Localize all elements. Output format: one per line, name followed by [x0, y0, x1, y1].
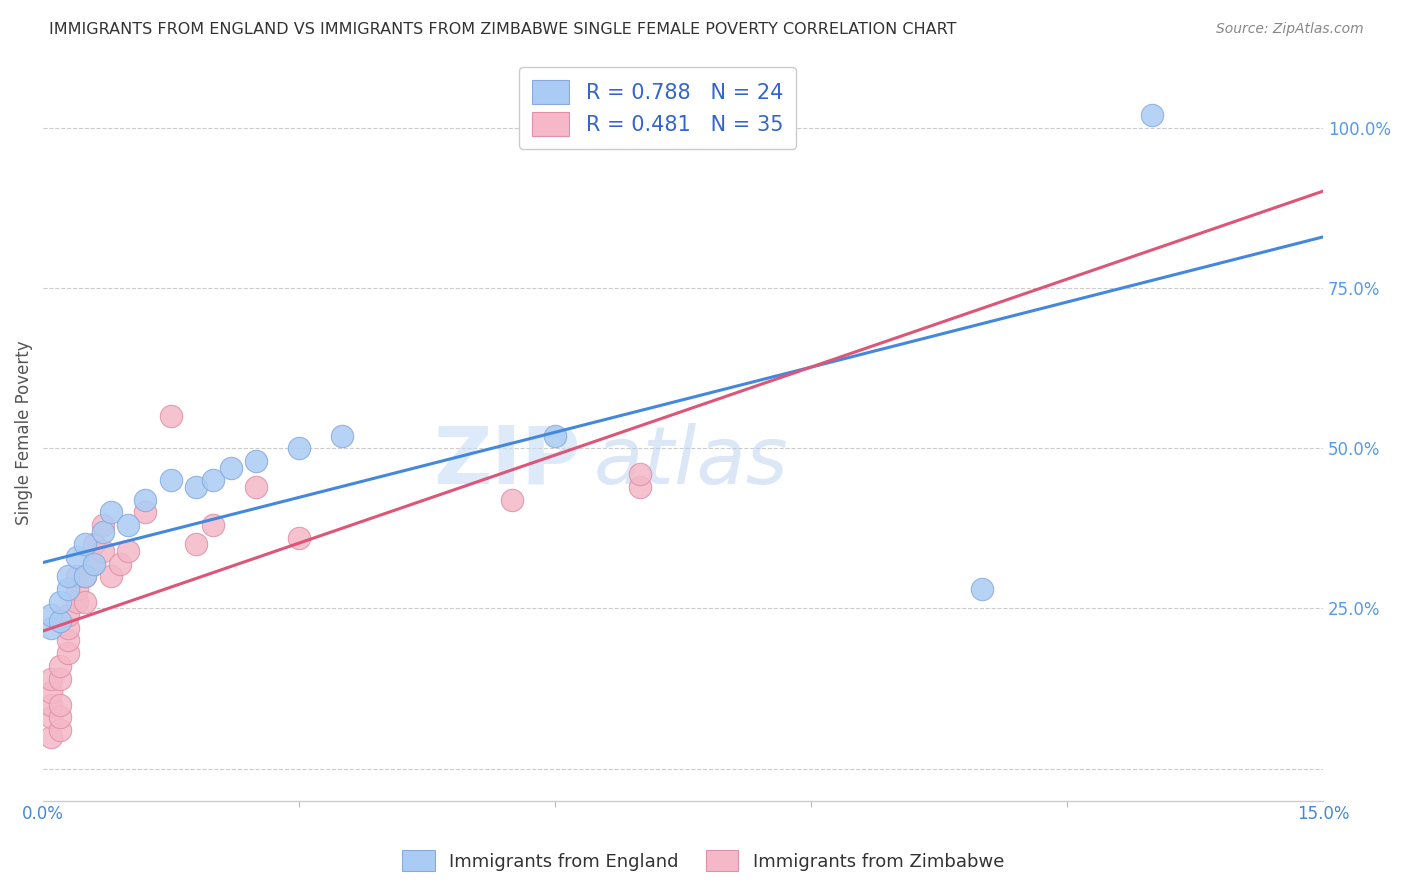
Point [39, 672, 62, 686]
Point [49, 672, 72, 686]
Point [58, 633, 80, 648]
Point [66, 569, 89, 583]
Legend: R = 0.788   N = 24, R = 0.481   N = 35: R = 0.788 N = 24, R = 0.481 N = 35 [519, 67, 796, 149]
Point [117, 518, 139, 533]
Point [91, 544, 114, 558]
Point [159, 474, 181, 488]
Point [186, 480, 208, 494]
Point [75, 595, 97, 609]
Point [58, 569, 80, 583]
Point [58, 582, 80, 597]
Point [83, 557, 105, 571]
Point [39, 730, 62, 744]
Point [117, 544, 139, 558]
Point [202, 518, 225, 533]
Point [91, 524, 114, 539]
Point [58, 646, 80, 660]
Text: Source: ZipAtlas.com: Source: ZipAtlas.com [1216, 22, 1364, 37]
Point [1142, 108, 1164, 122]
Point [83, 557, 105, 571]
Point [544, 428, 567, 442]
Y-axis label: Single Female Poverty: Single Female Poverty [15, 340, 32, 524]
Point [58, 621, 80, 635]
Point [245, 480, 267, 494]
Point [628, 480, 651, 494]
Point [159, 409, 181, 424]
Point [108, 557, 131, 571]
Point [91, 518, 114, 533]
Point [49, 659, 72, 673]
Point [75, 569, 97, 583]
Point [49, 710, 72, 724]
Point [49, 615, 72, 629]
Point [39, 710, 62, 724]
Text: ZIP: ZIP [433, 423, 581, 500]
Legend: Immigrants from England, Immigrants from Zimbabwe: Immigrants from England, Immigrants from… [395, 843, 1011, 879]
Point [100, 505, 122, 519]
Point [66, 582, 89, 597]
Point [186, 537, 208, 551]
Point [39, 607, 62, 622]
Point [75, 537, 97, 551]
Point [39, 621, 62, 635]
Point [49, 595, 72, 609]
Point [628, 467, 651, 481]
Point [330, 428, 353, 442]
Point [219, 460, 242, 475]
Point [501, 492, 523, 507]
Point [39, 684, 62, 698]
Point [288, 442, 311, 456]
Point [100, 569, 122, 583]
Point [39, 698, 62, 712]
Point [202, 474, 225, 488]
Text: atlas: atlas [593, 423, 789, 500]
Point [66, 595, 89, 609]
Point [83, 537, 105, 551]
Point [49, 723, 72, 738]
Text: IMMIGRANTS FROM ENGLAND VS IMMIGRANTS FROM ZIMBABWE SINGLE FEMALE POVERTY CORREL: IMMIGRANTS FROM ENGLAND VS IMMIGRANTS FR… [49, 22, 956, 37]
Point [134, 505, 156, 519]
Point [66, 550, 89, 565]
Point [58, 607, 80, 622]
Point [970, 582, 993, 597]
Point [49, 698, 72, 712]
Point [134, 492, 156, 507]
Point [288, 531, 311, 545]
Point [75, 569, 97, 583]
Point [245, 454, 267, 468]
